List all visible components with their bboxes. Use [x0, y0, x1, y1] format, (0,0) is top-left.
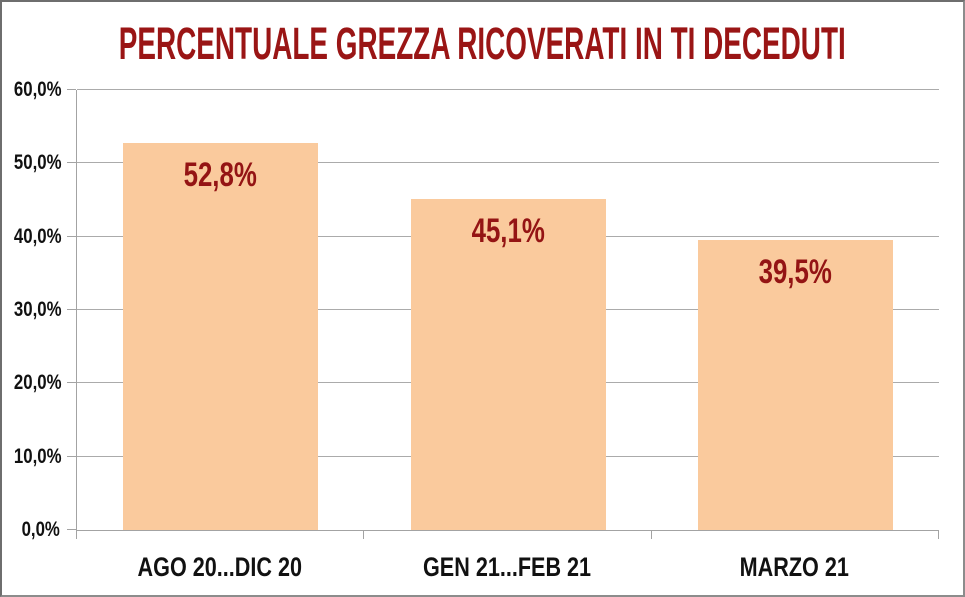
x-category-label-text: MARZO 21 — [739, 552, 849, 582]
y-tick-label: 50,0% — [2, 151, 62, 175]
y-tick-0 — [67, 529, 76, 530]
x-tick-3 — [938, 531, 939, 539]
gridline-60 — [77, 89, 939, 90]
gridline-50 — [77, 162, 939, 164]
bar-value-text: 52,8% — [184, 155, 258, 194]
y-tick-label: 30,0% — [2, 298, 62, 321]
x-tick-1 — [363, 531, 365, 539]
bar-value-label: 45,1% — [411, 213, 606, 249]
y-tick-label: 40,0% — [2, 224, 62, 248]
bar-value-label: 52,8% — [123, 157, 318, 193]
y-tick-label-text: 10,0% — [13, 444, 62, 468]
y-tick-50 — [67, 162, 76, 164]
y-tick-label-text: 50,0% — [13, 151, 62, 175]
y-tick-label: 20,0% — [2, 371, 62, 395]
bar-1: 52,8% — [123, 142, 319, 530]
bar-value-text: 45,1% — [471, 212, 545, 251]
x-category-label: AGO 20...DIC 20 — [76, 554, 363, 581]
x-category-label-text: AGO 20...DIC 20 — [137, 552, 302, 582]
x-tick-0 — [76, 531, 77, 539]
y-tick-40 — [67, 235, 76, 237]
y-tick-20 — [67, 382, 76, 384]
y-tick-30 — [67, 309, 76, 310]
x-category-label: GEN 21...FEB 21 — [363, 554, 650, 581]
bar-3: 39,5% — [697, 240, 893, 530]
plot-area: 52,8% 45,1% 39,5% — [76, 89, 939, 531]
x-tick-2 — [650, 531, 652, 539]
bar-2: 45,1% — [410, 199, 606, 530]
chart-title: PERCENTUALE GREZZA RICOVERATI IN TI DECE… — [2, 18, 963, 70]
y-tick-label-text: 60,0% — [13, 78, 62, 101]
chart-title-text: PERCENTUALE GREZZA RICOVERATI IN TI DECE… — [119, 18, 846, 69]
y-tick-label-text: 40,0% — [13, 224, 62, 248]
y-tick-label-text: 30,0% — [13, 298, 62, 321]
bar-value-text: 39,5% — [758, 253, 832, 292]
x-category-label: MARZO 21 — [651, 554, 938, 581]
y-tick-label-text: 0,0% — [21, 518, 60, 541]
y-tick-label: 10,0% — [2, 444, 62, 468]
y-tick-60 — [67, 89, 76, 90]
y-tick-label: 60,0% — [2, 78, 62, 101]
y-tick-10 — [67, 455, 76, 457]
bar-value-label: 39,5% — [698, 254, 893, 290]
y-tick-label-text: 20,0% — [13, 371, 62, 395]
x-category-label-text: GEN 21...FEB 21 — [422, 552, 592, 582]
y-tick-label: 0,0% — [2, 519, 60, 540]
